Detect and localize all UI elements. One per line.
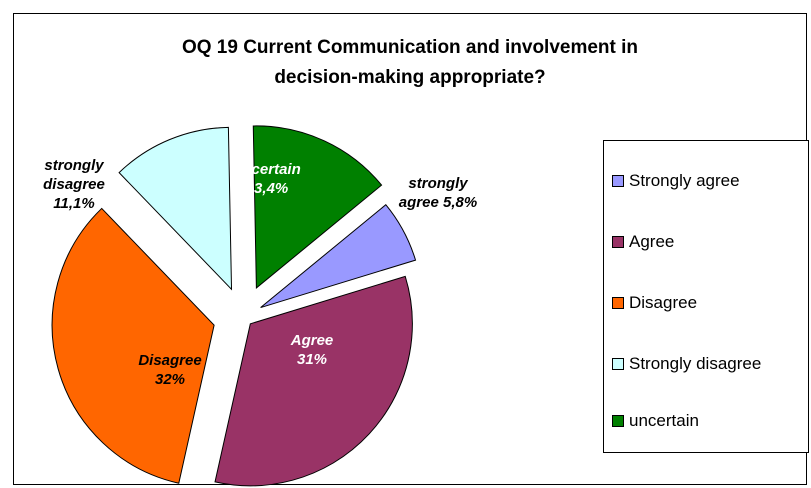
data-label-disagree: Disagree 32% (138, 352, 201, 388)
data-label-strongly-disagree: strongly disagree 11,1% (43, 157, 105, 212)
legend-label-disagree: Disagree (629, 293, 698, 312)
legend-swatch-agree (612, 236, 624, 248)
chart-title: OQ 19 Current Communication and involvem… (13, 33, 807, 93)
data-label-strongly-agree: strongly agree 5,8% (399, 175, 477, 211)
legend-label-uncertain: uncertain (629, 411, 699, 430)
legend-swatch-strongly-disagree (612, 358, 624, 370)
legend-item-strongly-agree: Strongly agree (612, 171, 740, 191)
chart-title-line-2: decision-making appropriate? (274, 67, 546, 88)
pie-slice-agree (214, 275, 413, 487)
legend-item-uncertain: uncertain (612, 411, 699, 431)
pie-slice-disagree (51, 207, 215, 484)
pie-slice-uncertain (252, 125, 383, 289)
chart-title-line-1: OQ 19 Current Communication and involvem… (181, 37, 639, 58)
data-label-agree: Agree 31% (290, 332, 334, 368)
legend-swatch-strongly-agree (612, 175, 624, 187)
pie-slice-strongly-agree (260, 204, 417, 309)
legend-label-agree: Agree (629, 232, 675, 251)
data-label-uncertain: uncertain 13,4% (233, 161, 301, 197)
legend-item-strongly-disagree: Strongly disagree (612, 354, 761, 374)
legend-item-agree: Agree (612, 232, 674, 252)
legend-item-disagree: Disagree (612, 293, 697, 313)
legend-label-strongly-agree: Strongly agree (629, 171, 740, 190)
legend-label-strongly-disagree: Strongly disagree (629, 354, 762, 373)
legend-swatch-uncertain (612, 415, 624, 427)
legend: Strongly agree Agree Disagree Strongly d… (603, 140, 809, 453)
legend-swatch-disagree (612, 297, 624, 309)
pie-slice-strongly-disagree (118, 126, 233, 291)
